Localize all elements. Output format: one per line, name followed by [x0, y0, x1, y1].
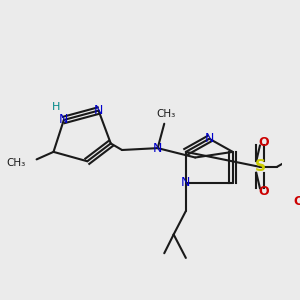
Text: O: O: [258, 185, 269, 198]
Text: N: N: [94, 104, 103, 117]
Text: CH₃: CH₃: [157, 109, 176, 119]
Text: S: S: [254, 159, 266, 174]
Text: N: N: [59, 113, 68, 127]
Text: N: N: [205, 132, 214, 145]
Text: H: H: [52, 102, 61, 112]
Text: N: N: [181, 176, 190, 189]
Text: N: N: [153, 142, 162, 154]
Text: O: O: [258, 136, 269, 149]
Text: O: O: [293, 195, 300, 208]
Text: CH₃: CH₃: [6, 158, 25, 168]
